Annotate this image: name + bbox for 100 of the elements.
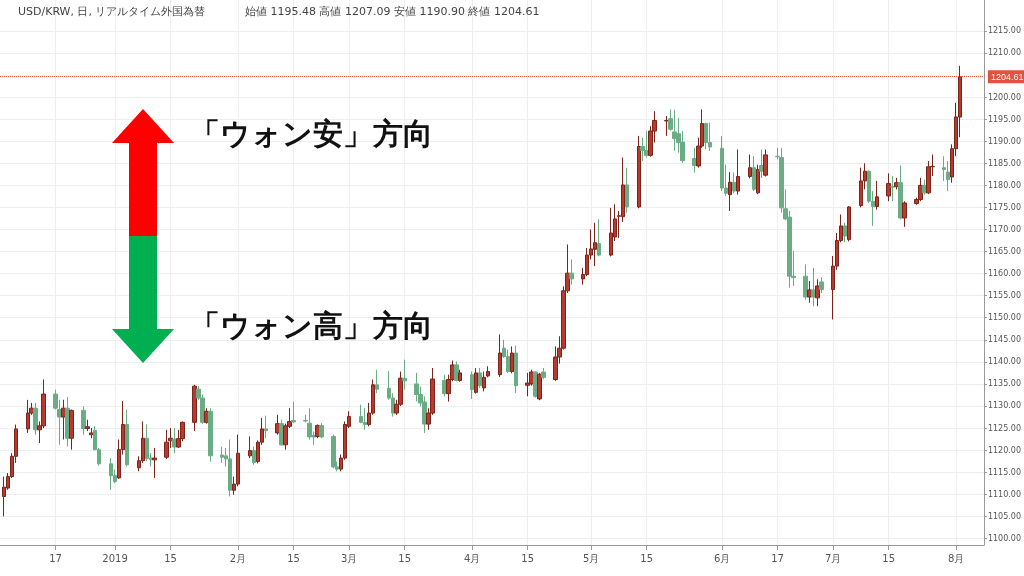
candlestick <box>152 447 157 479</box>
y-tick-label: 1160.00 <box>987 269 1022 279</box>
x-tick-label: 17 <box>771 552 784 564</box>
y-tick-label: 1135.00 <box>987 379 1022 389</box>
candlestick <box>61 399 66 441</box>
candlestick <box>803 263 808 301</box>
candlestick <box>593 222 597 267</box>
candlestick <box>458 369 462 383</box>
x-tick-label: 15 <box>882 552 896 564</box>
candlestick <box>331 434 336 469</box>
y-tick-label: 1215.00 <box>987 26 1022 36</box>
candlestick <box>319 422 324 439</box>
candlestick <box>474 367 478 395</box>
candlestick <box>728 171 732 212</box>
candlestick <box>414 372 419 403</box>
x-tick-label: 15 <box>398 552 412 564</box>
candlestick <box>752 155 756 192</box>
x-tick-label: 6月 <box>713 552 731 564</box>
x-tick-label: 7月 <box>824 552 842 564</box>
annotation: 始値 1195.48 高値 1207.09 安値 1190.90 終値 1204.61 <box>245 4 540 19</box>
annotation: 「ウォン高」方向 <box>190 307 433 345</box>
x-tick-label: 8月 <box>947 552 965 564</box>
candlestick <box>291 401 296 424</box>
candlestick <box>307 407 312 441</box>
candlestick <box>807 280 812 304</box>
candlestick <box>81 405 86 436</box>
candlestick <box>275 414 280 436</box>
candlestick <box>763 149 768 178</box>
candlestick <box>486 365 490 378</box>
candlestick <box>264 415 268 439</box>
candlestick <box>363 407 367 431</box>
candlestick <box>164 429 169 460</box>
candlestick <box>514 345 518 394</box>
candlestick <box>894 177 899 190</box>
y-tick-label: 1195.00 <box>987 114 1022 124</box>
candlestick <box>69 409 74 451</box>
candlestick <box>946 160 950 192</box>
candlestick <box>125 409 129 467</box>
x-tick-label: 17 <box>49 552 62 564</box>
candlestick <box>220 446 224 464</box>
y-tick-label: 1120.00 <box>987 445 1022 455</box>
candlestick <box>33 402 38 436</box>
candlestick <box>510 345 514 374</box>
candlestick <box>145 424 149 462</box>
x-tick-label: 15 <box>640 552 654 564</box>
candlestick <box>402 359 407 391</box>
x-tick-label: 2月 <box>229 552 247 564</box>
candlestick <box>886 172 891 202</box>
candlestick <box>644 130 649 159</box>
candlestick <box>748 153 752 179</box>
x-tick-label: 15 <box>521 552 535 564</box>
x-tick-label: 15 <box>287 552 300 564</box>
y-tick-label: 1175.00 <box>987 202 1022 212</box>
candlestick <box>664 115 669 137</box>
candlestick <box>478 367 482 389</box>
candlestick <box>819 277 824 294</box>
y-tick-label: 1145.00 <box>987 335 1022 345</box>
candlestick <box>109 457 113 491</box>
y-tick-label: 1165.00 <box>987 247 1022 257</box>
y-tick-label: 1115.00 <box>987 467 1022 477</box>
x-tick-label: 3月 <box>340 552 358 564</box>
candlestick <box>732 172 736 194</box>
y-tick-label: 1110.00 <box>987 489 1022 499</box>
candlestick <box>597 218 601 257</box>
candlestick <box>569 258 574 286</box>
y-tick-label: 1180.00 <box>987 180 1022 190</box>
candlestick <box>898 164 903 220</box>
y-tick-label: 1105.00 <box>987 511 1022 521</box>
x-tick-label: 15 <box>164 552 177 564</box>
candlestick <box>756 164 760 195</box>
y-tick-label: 1130.00 <box>987 401 1022 411</box>
candlestick <box>708 122 712 152</box>
candlestick <box>902 200 907 228</box>
candlestick <box>470 371 474 400</box>
candlestick <box>541 367 546 380</box>
candlestick <box>192 384 197 432</box>
x-tick-label: 5月 <box>582 552 600 564</box>
candlestick <box>637 135 641 209</box>
candlestick <box>537 372 542 401</box>
candlestick <box>720 135 724 192</box>
y-tick-label: 1210.00 <box>987 48 1022 58</box>
y-tick-label: 1150.00 <box>987 313 1022 323</box>
candlestick <box>248 435 252 459</box>
candlestick <box>843 222 847 243</box>
candlestick <box>252 446 256 466</box>
candlestick <box>375 369 379 394</box>
y-tick-label: 1185.00 <box>987 158 1022 168</box>
text: USD/KRW, 日, リアルタイム外国為替 <box>18 4 206 19</box>
annotation: 「ウォン安」方向 <box>190 115 433 153</box>
candlestick <box>208 407 213 463</box>
candlestick <box>525 372 530 397</box>
y-tick-label: 1125.00 <box>987 423 1022 433</box>
candlestick <box>672 109 677 152</box>
candlestick <box>736 149 740 196</box>
candlestick <box>609 207 613 257</box>
candlestick <box>890 175 895 202</box>
candlestick <box>454 360 459 382</box>
y-tick-label: 1100.00 <box>987 533 1022 543</box>
candlestick <box>918 177 923 202</box>
candlestick <box>625 167 629 214</box>
